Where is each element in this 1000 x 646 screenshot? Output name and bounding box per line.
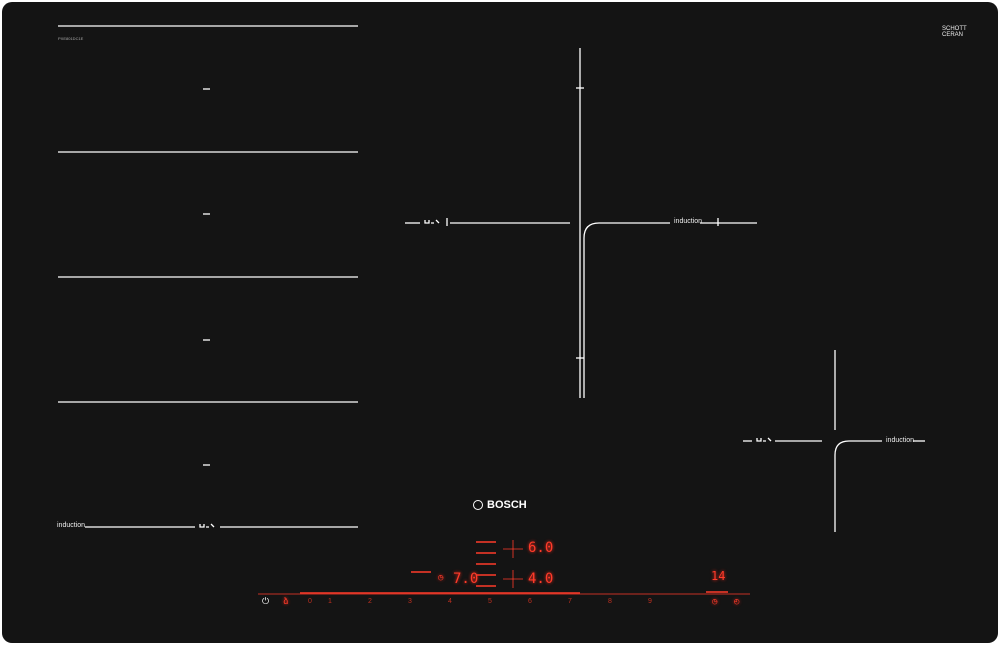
power-level-1[interactable]: 1 <box>328 598 332 605</box>
schott-ceran-logo: SCHOTT CERAN <box>942 26 967 38</box>
zone-label: induction <box>674 218 703 225</box>
power-level-6[interactable]: 6 <box>528 598 532 605</box>
model-code: PXE801DC1E <box>58 36 84 41</box>
power-level-3[interactable]: 3 <box>408 598 412 605</box>
zone-label: induction <box>886 437 915 444</box>
bosch-logo: BOSCH <box>473 499 527 511</box>
bosch-ring-icon <box>473 500 483 510</box>
power-icon[interactable]: ⏻ <box>262 597 270 607</box>
brand-text: BOSCH <box>487 499 527 511</box>
timer-icon[interactable]: ◷ <box>438 573 444 583</box>
power-level-2[interactable]: 2 <box>368 598 372 605</box>
power-level-7[interactable]: 7 <box>568 598 572 605</box>
child-lock-icon[interactable]: ձ <box>283 597 289 607</box>
zone-label: induction <box>57 522 86 529</box>
logo-line: SCHOTT <box>942 26 967 32</box>
logo-line: CERAN <box>942 32 964 38</box>
power-level-4[interactable]: 4 <box>448 598 452 605</box>
timer-icon[interactable]: ◴ <box>734 597 740 607</box>
stopwatch-icon[interactable]: ◷ <box>712 597 718 607</box>
power-level-8[interactable]: 8 <box>608 598 612 605</box>
flex-icon <box>199 523 215 528</box>
timer-minutes-display: 14 <box>711 569 726 583</box>
power-level-0[interactable]: 0 <box>308 598 312 605</box>
power-level-5[interactable]: 5 <box>488 598 492 605</box>
level-display-bottom: 4.0 <box>528 571 554 587</box>
level-display-top: 6.0 <box>528 540 554 556</box>
timer-level-display: 7.0 <box>453 571 479 587</box>
flex-icon <box>756 437 772 442</box>
power-level-9[interactable]: 9 <box>648 598 652 605</box>
flex-icon <box>424 219 440 224</box>
